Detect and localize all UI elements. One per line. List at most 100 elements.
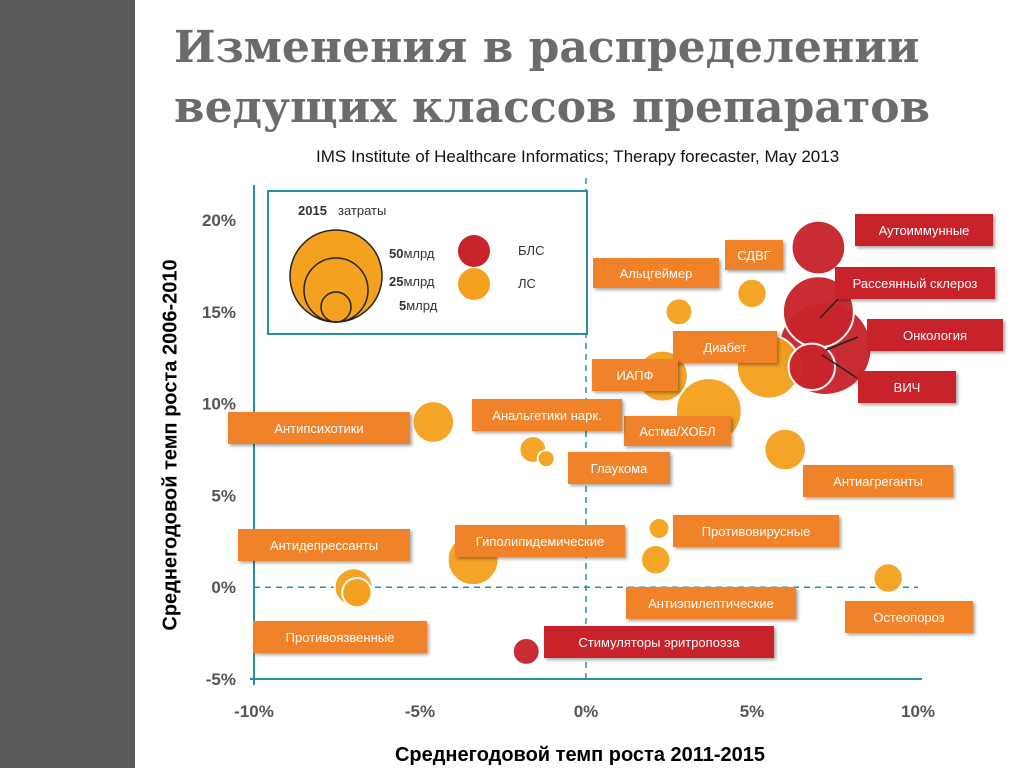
bubble (640, 543, 672, 576)
point-label-text: Анальгетики нарк. (492, 408, 601, 423)
point-label-text: Антипсихотики (274, 421, 363, 436)
legend-series-name: ЛС (518, 276, 536, 291)
bubble (647, 517, 671, 540)
point-label-box (673, 331, 777, 363)
leader-line (821, 354, 858, 379)
point-label: Антиэпилептические (626, 587, 796, 619)
bubble (790, 219, 847, 276)
y-axis-label: Среднегодовой темп роста 2006-2010 (159, 259, 182, 631)
point-label-box (624, 416, 731, 446)
x-axis-label: Среднегодовой темп роста 2011-2015 (394, 744, 766, 766)
point-label: ВИЧ (858, 371, 956, 403)
point-label: Антиагреганты (803, 465, 953, 497)
bubble (736, 277, 768, 310)
point-label-text: Стимуляторы эритропоэза (578, 635, 740, 650)
page-title: Изменения в распределении ведущих классо… (174, 18, 994, 138)
legend-size-label: 25млрд (389, 274, 435, 289)
point-label-text: Антидепрессанты (270, 538, 378, 553)
y-tick-label: 5% (211, 486, 236, 505)
point-label: Диабет (673, 331, 777, 363)
x-tick-label: -10% (234, 702, 274, 721)
point-label-text: Аутоиммунные (879, 223, 970, 238)
point-label-box (725, 240, 783, 270)
point-label: Глаукома (568, 452, 670, 484)
point-label-text: Остеопороз (873, 610, 944, 625)
point-label-text: Альцгеймер (620, 266, 693, 281)
legend-series-name: БЛС (518, 243, 544, 258)
point-label-text: СДВГ (737, 248, 771, 263)
point-label: Противоязвенные (253, 621, 427, 653)
bubble (536, 449, 556, 469)
point-label: Аутоиммунные (855, 214, 993, 246)
legend-series-dot (458, 235, 490, 267)
point-label-text: Глаукома (591, 461, 648, 476)
bubble (763, 427, 807, 472)
title-line-2: ведущих классов препаратов (174, 82, 931, 133)
legend-title: затраты (338, 203, 386, 218)
point-label-text: Противоязвенные (286, 630, 395, 645)
point-label-box (472, 399, 622, 431)
legend-size-number: 5 (399, 298, 406, 313)
legend-year: 2015 (298, 203, 327, 218)
point-label: Противовирусные (673, 515, 839, 547)
point-label: Онкология (867, 319, 1003, 351)
point-label-text: ВИЧ (894, 380, 921, 395)
leader-line (819, 296, 841, 319)
point-label-text: ИАПФ (616, 368, 653, 383)
point-label-text: Астма/ХОБЛ (639, 424, 715, 439)
point-label-text: Антиагреганты (833, 474, 923, 489)
point-label: Альцгеймер (593, 258, 719, 288)
point-label-text: Гиполипидемические (476, 534, 604, 549)
bubble (341, 577, 373, 609)
point-label-box (568, 452, 670, 484)
legend-size-label: 5млрд (399, 298, 438, 313)
source-note: IMS Institute of Healthcare Informatics;… (316, 147, 840, 166)
point-label-text: Противовирусные (702, 524, 811, 539)
point-label: ИАПФ (592, 359, 678, 391)
point-label-box (855, 214, 993, 246)
x-tick-label: 5% (740, 702, 765, 721)
point-label: Остеопороз (845, 601, 973, 633)
chart-labels: Аутоиммунные Рассеянный склероз Онкология В… (228, 214, 1003, 658)
point-label-box (593, 258, 719, 288)
point-label-box (228, 412, 410, 444)
legend-size-number: 50 (389, 246, 403, 261)
y-tick-label: 20% (202, 211, 236, 230)
leader-line (825, 336, 859, 351)
legend-size-label: 50млрд (389, 246, 435, 261)
point-label-box (253, 621, 427, 653)
point-label: Анальгетики нарк. (472, 399, 622, 431)
side-bar (0, 0, 135, 768)
point-label: Антипсихотики (228, 412, 410, 444)
bubble (664, 297, 694, 327)
point-label-text: Рассеянный склероз (853, 276, 978, 291)
point-label: СДВГ (725, 240, 783, 270)
legend-size-circle-large (289, 229, 383, 323)
point-label-text: Антиэпилептические (648, 596, 774, 611)
chart-leaders (819, 296, 859, 379)
point-label-box (626, 587, 796, 619)
point-label-box (238, 529, 410, 561)
x-tick-label: 0% (574, 702, 599, 721)
legend-size-unit: млрд (403, 246, 434, 261)
point-label-box (867, 319, 1003, 351)
legend-size-circle-small (320, 291, 352, 323)
x-tick-label: -5% (405, 702, 435, 721)
y-tick-label: 10% (202, 395, 236, 414)
legend-size-number: 25 (389, 274, 403, 289)
y-tick-label: 0% (211, 578, 236, 597)
legend-size-unit: млрд (403, 274, 434, 289)
x-tick-label: 10% (901, 702, 935, 721)
point-label-text: Диабет (703, 340, 746, 355)
point-label-box (835, 267, 995, 299)
point-label-box (858, 371, 956, 403)
bubble (411, 400, 456, 444)
point-label-text: Онкология (903, 328, 967, 343)
point-label-box (544, 626, 774, 658)
point-label: Антидепрессанты (238, 529, 410, 561)
bubble (511, 637, 541, 666)
point-label-box (592, 359, 678, 391)
point-label-box (673, 515, 839, 547)
